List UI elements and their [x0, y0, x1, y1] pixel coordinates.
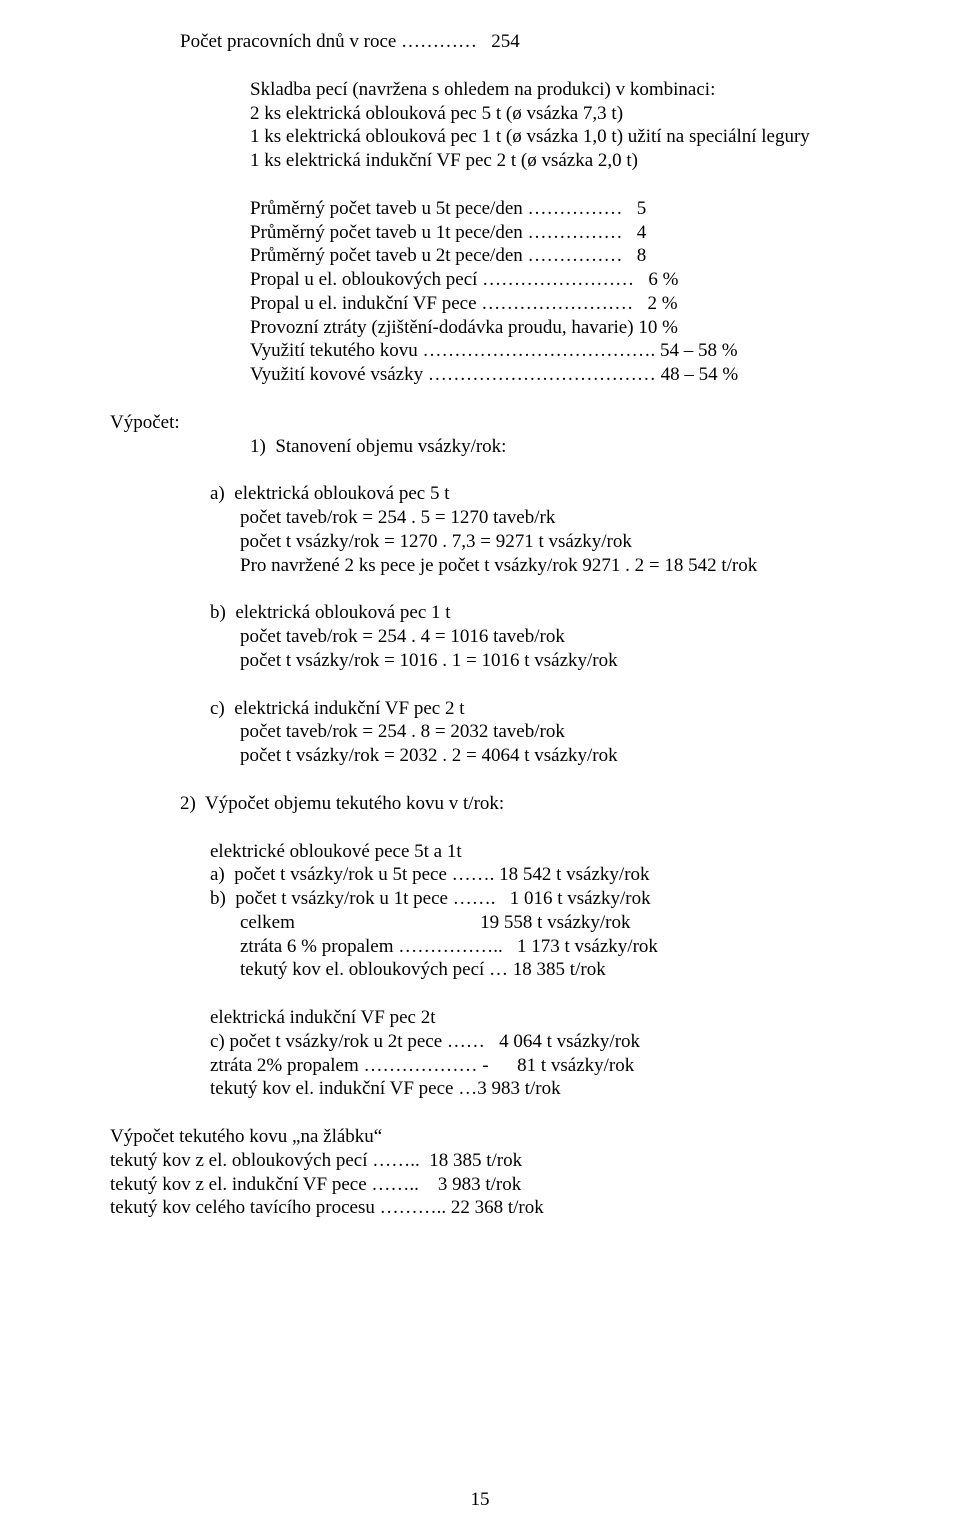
text-line: tekutý kov el. indukční VF pece …3 983 t… [110, 1077, 850, 1101]
text-line: elektrické obloukové pece 5t a 1t [110, 840, 850, 864]
text-line: a) počet t vsázky/rok u 5t pece ……. 18 5… [110, 863, 850, 887]
text-line: c) počet t vsázky/rok u 2t pece …… 4 064… [110, 1030, 850, 1054]
text-line: tekutý kov el. obloukových pecí … 18 385… [110, 958, 850, 982]
text-line: elektrická indukční VF pec 2t [110, 1006, 850, 1030]
text-line: počet taveb/rok = 254 . 8 = 2032 taveb/r… [110, 720, 850, 744]
text-line: Průměrný počet taveb u 2t pece/den ……………… [110, 244, 850, 268]
text-line: počet t vsázky/rok = 1016 . 1 = 1016 t v… [110, 649, 850, 673]
text-line: Využití kovové vsázky ……………………………… 48 – … [110, 363, 850, 387]
text-line: Propal u el. obloukových pecí …………………… 6… [110, 268, 850, 292]
text-line: Skladba pecí (navržena s ohledem na prod… [110, 78, 850, 102]
section-heading: Výpočet: [110, 411, 850, 435]
text-line: celkem 19 558 t vsázky/rok [110, 911, 850, 935]
text-line: ztráta 2% propalem ……………… - 81 t vsázky/… [110, 1054, 850, 1078]
text-line: počet taveb/rok = 254 . 4 = 1016 taveb/r… [110, 625, 850, 649]
text-line: Využití tekutého kovu ………………………………. 54 –… [110, 339, 850, 363]
list-item: 2) Výpočet objemu tekutého kovu v t/rok: [110, 792, 850, 816]
text-line: 1 ks elektrická oblouková pec 1 t (ø vsá… [110, 125, 850, 149]
text-line: Průměrný počet taveb u 1t pece/den ……………… [110, 221, 850, 245]
page-number: 15 [0, 1488, 960, 1512]
text-line: Provozní ztráty (zjištění-dodávka proudu… [110, 316, 850, 340]
document-page: Počet pracovních dnů v roce ………… 254 Skl… [0, 0, 960, 1537]
text-line: Výpočet tekutého kovu „na žlábku“ [110, 1125, 850, 1149]
list-item: a) elektrická oblouková pec 5 t [110, 482, 850, 506]
text-line: Propal u el. indukční VF pece …………………… 2… [110, 292, 850, 316]
text-line: 1 ks elektrická indukční VF pec 2 t (ø v… [110, 149, 850, 173]
text-line: počet taveb/rok = 254 . 5 = 1270 taveb/r… [110, 506, 850, 530]
text-line: Průměrný počet taveb u 5t pece/den ……………… [110, 197, 850, 221]
text-line: počet t vsázky/rok = 1270 . 7,3 = 9271 t… [110, 530, 850, 554]
list-item: c) elektrická indukční VF pec 2 t [110, 697, 850, 721]
text-line: tekutý kov z el. obloukových pecí …….. 1… [110, 1149, 850, 1173]
list-item: b) elektrická oblouková pec 1 t [110, 601, 850, 625]
text-line: tekutý kov z el. indukční VF pece …….. 3… [110, 1173, 850, 1197]
list-item: 1) Stanovení objemu vsázky/rok: [110, 435, 850, 459]
text-line: Pro navržené 2 ks pece je počet t vsázky… [110, 554, 850, 578]
text-line: b) počet t vsázky/rok u 1t pece ……. 1 01… [110, 887, 850, 911]
text-line: ztráta 6 % propalem …………….. 1 173 t vsáz… [110, 935, 850, 959]
text-line: počet t vsázky/rok = 2032 . 2 = 4064 t v… [110, 744, 850, 768]
text-line: 2 ks elektrická oblouková pec 5 t (ø vsá… [110, 102, 850, 126]
text-line: tekutý kov celého tavícího procesu ………..… [110, 1196, 850, 1220]
text-line: Počet pracovních dnů v roce ………… 254 [110, 30, 850, 54]
